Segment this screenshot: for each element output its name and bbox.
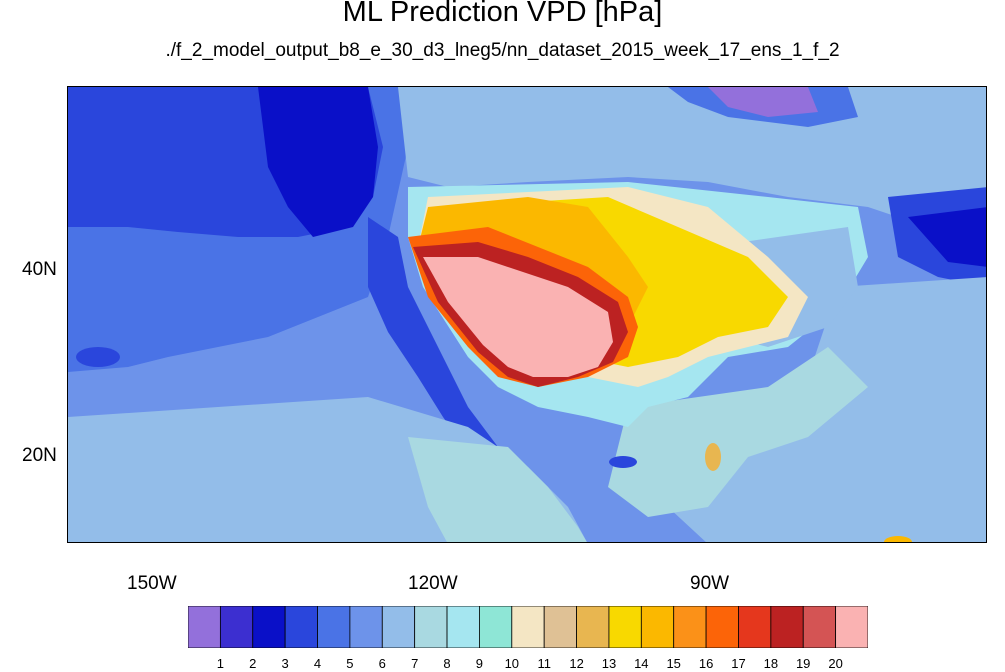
north-purple-patch	[708, 87, 818, 117]
colorbar-label: 10	[504, 656, 520, 671]
colorbar-label: 2	[249, 656, 257, 671]
colorbar-swatch	[188, 606, 221, 648]
colorbar-label: 14	[634, 656, 649, 671]
colorbar-swatch	[349, 606, 383, 648]
colorbar-swatch	[252, 606, 286, 648]
colorbar-label: 5	[346, 656, 354, 671]
canada-band	[398, 87, 986, 227]
colorbar-swatch	[543, 606, 577, 648]
colorbar-swatch	[576, 606, 610, 648]
vpd-20	[423, 257, 613, 377]
colorbar-label: 8	[443, 656, 451, 671]
map-title: ML Prediction VPD [hPa]	[342, 0, 663, 28]
northeast-darker	[908, 207, 986, 267]
colorbar-swatch	[673, 606, 707, 648]
colorbar-swatch	[608, 606, 642, 648]
colorbar-label: 20	[828, 656, 843, 671]
colorbar-swatch	[446, 606, 480, 648]
colorbar-swatch	[284, 606, 318, 648]
x-tick-120w: 120W	[408, 573, 458, 594]
colorbar-swatch	[479, 606, 513, 648]
map-subtitle: ./f_2_model_output_b8_e_30_d3_lneg5/nn_d…	[165, 40, 840, 61]
colorbar	[188, 606, 868, 648]
dark-blob	[76, 347, 120, 367]
x-tick-90w: 90W	[690, 573, 730, 594]
colorbar-label: 16	[698, 656, 714, 671]
colorbar-swatch	[640, 606, 675, 648]
colorbar-label: 15	[666, 656, 681, 671]
colorbar-swatch	[835, 606, 868, 648]
colorbar-label: 1	[216, 656, 224, 671]
y-tick-40n: 40N	[22, 259, 57, 280]
caribbean-dark	[609, 456, 637, 468]
colorbar-swatch	[317, 606, 351, 648]
colorbar-swatch	[738, 606, 772, 648]
tropical-pale	[408, 437, 587, 542]
colorbar-swatch	[219, 606, 254, 648]
colorbar-swatch	[705, 606, 739, 648]
colorbar-label: 9	[475, 656, 483, 671]
colorbar-label: 13	[601, 656, 617, 671]
colorbar-label: 12	[569, 656, 584, 671]
colorbar-swatch	[414, 606, 448, 648]
colorbar-label: 6	[378, 656, 386, 671]
gulf	[608, 347, 868, 517]
colorbar-swatch	[802, 606, 837, 648]
vpd-field	[68, 87, 986, 542]
gulf-island-dry	[705, 443, 721, 471]
colorbar-label: 18	[763, 656, 779, 671]
north-pacific-darker	[258, 87, 378, 237]
colorbar-label: 19	[795, 656, 811, 671]
colorbar-swatch	[770, 606, 804, 648]
vpd-map	[67, 86, 987, 543]
colorbar-label: 11	[537, 656, 551, 671]
colorbar-label: 4	[313, 656, 322, 671]
colorbar-label: 17	[731, 656, 746, 671]
colorbar-label: 7	[411, 656, 419, 671]
coastal-strip	[368, 217, 518, 482]
colorbar-label: 3	[281, 656, 289, 671]
y-tick-20n: 20N	[22, 445, 57, 466]
south-dry-spot	[884, 536, 912, 542]
x-tick-150w: 150W	[127, 573, 177, 594]
colorbar-swatch	[511, 606, 545, 648]
colorbar-swatch	[381, 606, 416, 648]
